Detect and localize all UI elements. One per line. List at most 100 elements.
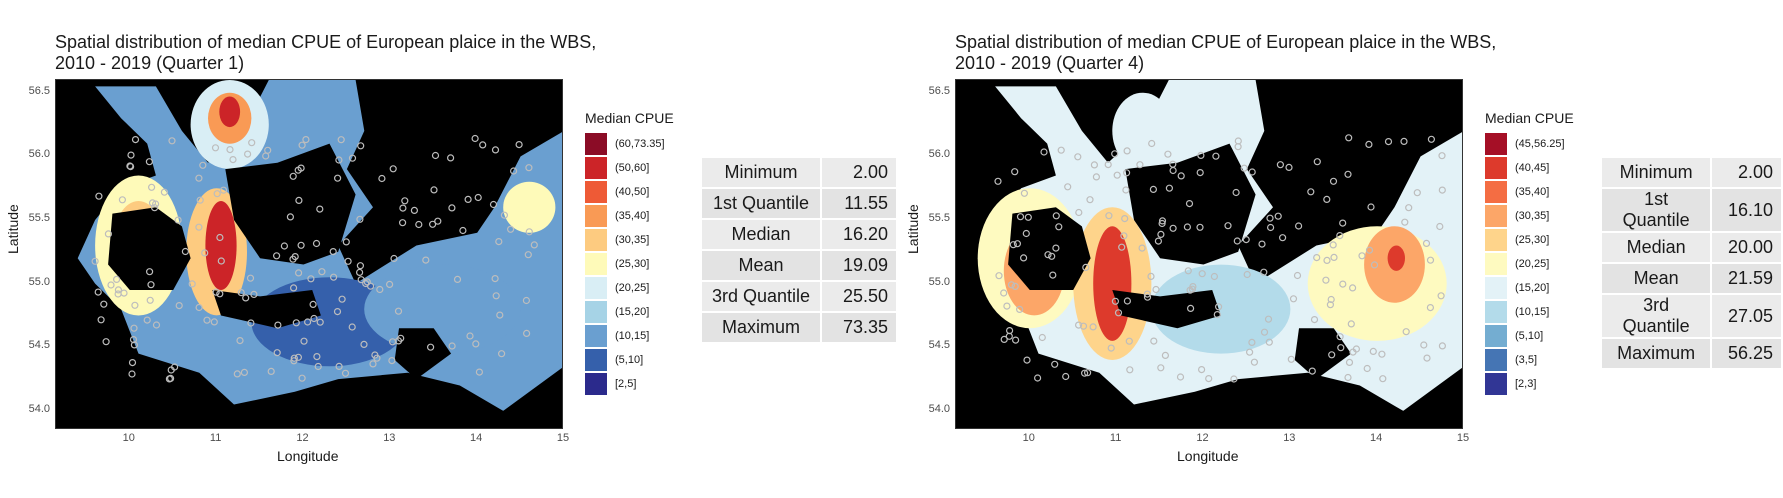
- land-mass: [108, 207, 191, 290]
- legend-label: (15,20]: [1515, 282, 1550, 294]
- title-line-1: Spatial distribution of median CPUE of E…: [955, 32, 1497, 52]
- x-tick-label: 11: [1109, 432, 1122, 444]
- y-tick-label: 54.0: [28, 402, 50, 415]
- legend-label: (5,10]: [1515, 330, 1544, 342]
- legend-swatch: [585, 277, 607, 299]
- cpue-map: [55, 79, 563, 429]
- stats-value: 56.25: [1712, 339, 1781, 368]
- legend-swatch: [1485, 301, 1507, 323]
- y-tick-label: 55.0: [28, 275, 50, 288]
- land-mass: [212, 290, 321, 329]
- stats-row: Maximum 56.25: [1602, 339, 1781, 368]
- map-svg: [956, 80, 1462, 428]
- legend-item: (10,15]: [585, 324, 674, 348]
- cpue-zone: [205, 201, 237, 290]
- y-tick-label: 56.0: [28, 148, 50, 161]
- map-svg: [56, 80, 562, 428]
- title-line-2: 2010 - 2019 (Quarter 1): [55, 53, 245, 73]
- y-tick-label: 54.5: [928, 339, 950, 352]
- legend-item: (25,30]: [585, 252, 674, 276]
- legend-label: (40,50]: [615, 186, 650, 198]
- legend-title: Median CPUE: [585, 110, 674, 126]
- y-tick-label: 56.5: [928, 84, 950, 97]
- legend-label: (40,45]: [1515, 162, 1550, 174]
- y-tick-label: 55.5: [28, 212, 50, 224]
- x-tick-label: 11: [209, 432, 222, 444]
- legend-swatch: [585, 157, 607, 179]
- x-tick-label: 12: [296, 432, 309, 444]
- stats-row: Mean 21.59: [1602, 264, 1781, 293]
- x-tick-label: 13: [383, 432, 396, 444]
- y-tick-label: 56.5: [28, 84, 50, 97]
- legend-item: (45,56.25]: [1485, 132, 1574, 156]
- legend-title: Median CPUE: [1485, 110, 1574, 126]
- land-mass: [1112, 290, 1221, 329]
- title-line-1: Spatial distribution of median CPUE of E…: [55, 32, 597, 52]
- legend-label: (10,15]: [615, 330, 650, 342]
- stats-row: Maximum 73.35: [702, 313, 896, 342]
- legend-label: (20,25]: [615, 282, 650, 294]
- legend-swatch: [585, 253, 607, 275]
- legend-item: (3,5]: [1485, 348, 1574, 372]
- legend-label: (30,35]: [1515, 210, 1550, 222]
- summary-stats-table: Minimum 2.00 1st Quantile 16.10 Median 20.00 M…: [1600, 156, 1783, 370]
- legend-swatch: [1485, 229, 1507, 251]
- land-mass: [1294, 328, 1352, 380]
- x-tick-label: 10: [122, 432, 135, 444]
- cpue-zone: [1093, 226, 1132, 341]
- cpue-zone: [1112, 92, 1174, 170]
- stats-label: Maximum: [1602, 339, 1711, 368]
- legend-swatch: [585, 301, 607, 323]
- y-axis-title: Latitude: [5, 204, 21, 254]
- legend-item: (5,10]: [585, 348, 674, 372]
- legend: Median CPUE (45,56.25] (40,45] (35,40] (30,…: [1485, 110, 1574, 396]
- legend-item: (10,15]: [1485, 300, 1574, 324]
- stats-label: Minimum: [702, 158, 820, 187]
- legend-label: (15,20]: [615, 306, 650, 318]
- stats-value: 27.05: [1712, 295, 1781, 337]
- stats-row: 1st Quantile 16.10: [1602, 189, 1781, 231]
- stats-label: 3rd Quantile: [1602, 295, 1711, 337]
- stats-label: Median: [1602, 233, 1711, 262]
- panel-quarter-4: Spatial distribution of median CPUE of E…: [900, 0, 1783, 498]
- legend-label: (60,73.35]: [615, 138, 665, 150]
- legend-item: (60,73.35]: [585, 132, 674, 156]
- cpue-zone: [503, 181, 556, 233]
- stats-row: Median 16.20: [702, 220, 896, 249]
- legend-item: (30,35]: [1485, 204, 1574, 228]
- panel-quarter-1: Spatial distribution of median CPUE of E…: [5, 32, 898, 464]
- y-tick-label: 56.0: [928, 148, 950, 161]
- legend-label: [2,3]: [1515, 378, 1537, 390]
- summary-stats-table: Minimum 2.00 1st Quantile 11.55 Median 16.20 M…: [700, 156, 898, 344]
- legend-label: (50,60]: [615, 162, 650, 174]
- legend-item: (20,25]: [1485, 252, 1574, 276]
- stats-value: 25.50: [822, 282, 896, 311]
- legend-swatch: [1485, 157, 1507, 179]
- legend-swatch: [1485, 253, 1507, 275]
- stats-row: 3rd Quantile 27.05: [1602, 295, 1781, 337]
- cpue-zone: [219, 96, 241, 128]
- legend-item: (30,35]: [585, 228, 674, 252]
- chart-title: Spatial distribution of median CPUE of E…: [55, 32, 755, 74]
- land-mass: [956, 360, 1462, 428]
- y-axis-title: Latitude: [905, 204, 921, 254]
- x-axis-title: Longitude: [277, 448, 339, 464]
- legend-label: (35,40]: [615, 210, 650, 222]
- stats-label: 3rd Quantile: [702, 282, 820, 311]
- legend-item: (40,50]: [585, 180, 674, 204]
- stats-row: 1st Quantile 11.55: [702, 189, 896, 218]
- legend-label: (30,35]: [615, 234, 650, 246]
- stats-value: 2.00: [822, 158, 896, 187]
- land-mass: [1008, 207, 1091, 290]
- chart-title: Spatial distribution of median CPUE of E…: [955, 32, 1655, 74]
- legend-label: (10,15]: [1515, 306, 1550, 318]
- land-mass: [56, 360, 562, 428]
- legend-label: (3,5]: [1515, 354, 1538, 366]
- x-axis-title: Longitude: [1177, 448, 1239, 464]
- x-tick-label: 14: [470, 432, 483, 444]
- stats-row: Minimum 2.00: [702, 158, 896, 187]
- legend-label: (25,30]: [615, 258, 650, 270]
- stats-label: 1st Quantile: [702, 189, 820, 218]
- x-tick-label: 15: [1456, 432, 1470, 444]
- stats-label: 1st Quantile: [1602, 189, 1711, 231]
